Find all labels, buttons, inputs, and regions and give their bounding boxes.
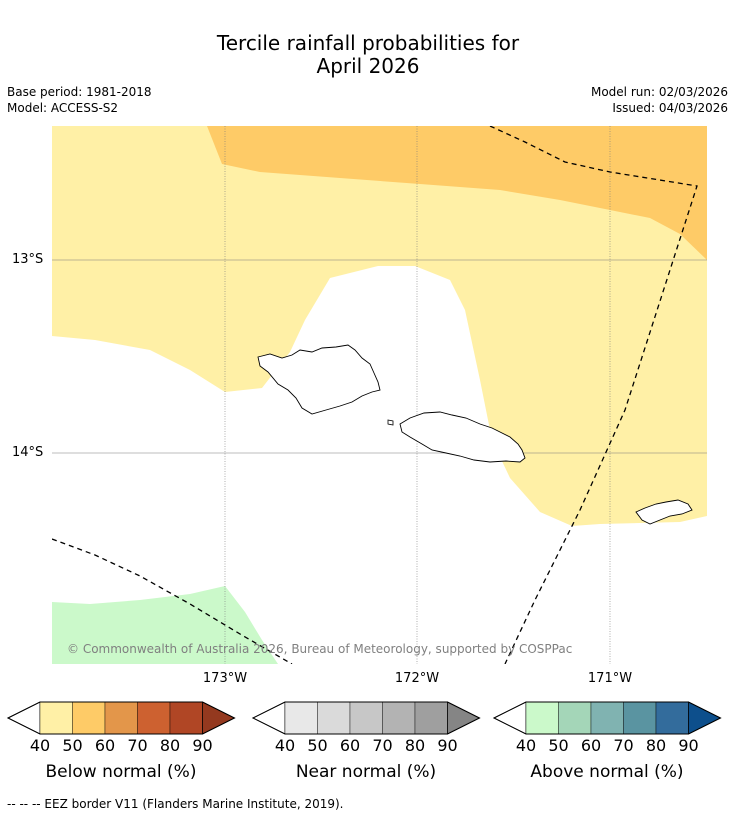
tutuila-island [635, 499, 693, 525]
below-normal-colorbar-under-triangle [7, 701, 41, 735]
below-normal-colorbar-segment [39, 701, 73, 735]
above-normal-colorbar-segment [655, 701, 689, 735]
below-normal-colorbar-segment [169, 701, 203, 735]
lon-label-173w: 173°W [202, 671, 248, 686]
map-area: © Commonwealth of Australia 2026, Bureau… [52, 126, 707, 664]
upolu-island [399, 411, 526, 463]
above-normal-colorbar-segment [590, 701, 624, 735]
savaii-island [257, 344, 381, 415]
above-normal-colorbar-outline [492, 701, 722, 735]
near-normal-colorbar-segment [317, 701, 351, 735]
title-line-2: April 2026 [316, 54, 420, 78]
below-normal-50-60-region [207, 126, 707, 260]
below-normal-40-50-region [52, 126, 707, 526]
above-normal-tick-label: 70 [613, 736, 634, 755]
below-normal-tick-label: 60 [94, 736, 116, 755]
near-normal-label: Near normal (%) [295, 762, 437, 782]
manono-islet [387, 419, 394, 426]
below-normal-colorbar-segment [137, 701, 171, 735]
above-normal-40-50-region [52, 586, 278, 664]
above-normal-tick-label: 60 [580, 736, 602, 755]
below-normal-label: Below normal (%) [45, 762, 197, 782]
below-normal-tick-label: 90 [192, 736, 213, 755]
lat-label-14s: 14°S [12, 445, 44, 460]
near-normal-tick-label: 80 [404, 736, 426, 755]
gridlines [52, 126, 707, 664]
chart-title: Tercile rainfall probabilities for April… [0, 32, 736, 78]
below-normal-colorbar-over-triangle [202, 701, 236, 735]
near-normal-tick-label: 60 [339, 736, 361, 755]
lat-label-13s: 13°S [12, 252, 44, 267]
near-normal-colorbar-segment [284, 701, 318, 735]
meta-right: Model run: 02/03/2026 Issued: 04/03/2026 [591, 84, 728, 116]
near-normal-colorbar-outline [251, 701, 481, 735]
model-name: Model: ACCESS-S2 [7, 101, 119, 115]
near-normal-colorbar-segment [382, 701, 416, 735]
near-normal-tick-label: 40 [274, 736, 296, 755]
lon-label-172w: 172°W [394, 671, 440, 686]
above-normal-tick-label: 50 [548, 736, 569, 755]
eez-footer-note: -- -- -- EEZ border V11 (Flanders Marine… [7, 797, 344, 811]
copyright-text: © Commonwealth of Australia 2026, Bureau… [67, 642, 572, 656]
meta-left: Base period: 1981-2018 Model: ACCESS-S2 [7, 84, 152, 116]
above-normal-tick-label: 40 [515, 736, 537, 755]
title-line-1: Tercile rainfall probabilities for [216, 31, 520, 55]
near-normal-colorbar-over-triangle [447, 701, 481, 735]
near-normal-colorbar-segment [414, 701, 448, 735]
below-normal-tick-label: 70 [127, 736, 148, 755]
below-normal-tick-label: 80 [159, 736, 181, 755]
model-run: Model run: 02/03/2026 [590, 85, 728, 99]
below-normal-colorbar-segment [104, 701, 138, 735]
above-normal-tick-label: 80 [645, 736, 667, 755]
below-normal-colorbar-segment [72, 701, 106, 735]
above-normal-colorbar-segment [558, 701, 592, 735]
eez-border [52, 126, 698, 664]
above-normal-colorbar-segment [525, 701, 559, 735]
above-normal-colorbar-segment [623, 701, 657, 735]
near-normal-colorbar-under-triangle [252, 701, 286, 735]
issued-date: Issued: 04/03/2026 [612, 101, 728, 115]
above-normal-colorbar-under-triangle [493, 701, 527, 735]
above-normal-label: Above normal (%) [530, 762, 684, 782]
above-normal-colorbar-over-triangle [688, 701, 722, 735]
below-normal-tick-label: 50 [62, 736, 83, 755]
near-normal-colorbar-segment [349, 701, 383, 735]
near-normal-tick-label: 90 [437, 736, 458, 755]
below-normal-colorbar-outline [6, 701, 236, 735]
below-normal-tick-label: 40 [29, 736, 51, 755]
near-normal-tick-label: 50 [307, 736, 328, 755]
lon-label-171w: 171°W [587, 671, 633, 686]
base-period: Base period: 1981-2018 [7, 85, 152, 99]
above-normal-tick-label: 90 [678, 736, 699, 755]
near-normal-tick-label: 70 [372, 736, 393, 755]
colorbars [6, 701, 722, 735]
